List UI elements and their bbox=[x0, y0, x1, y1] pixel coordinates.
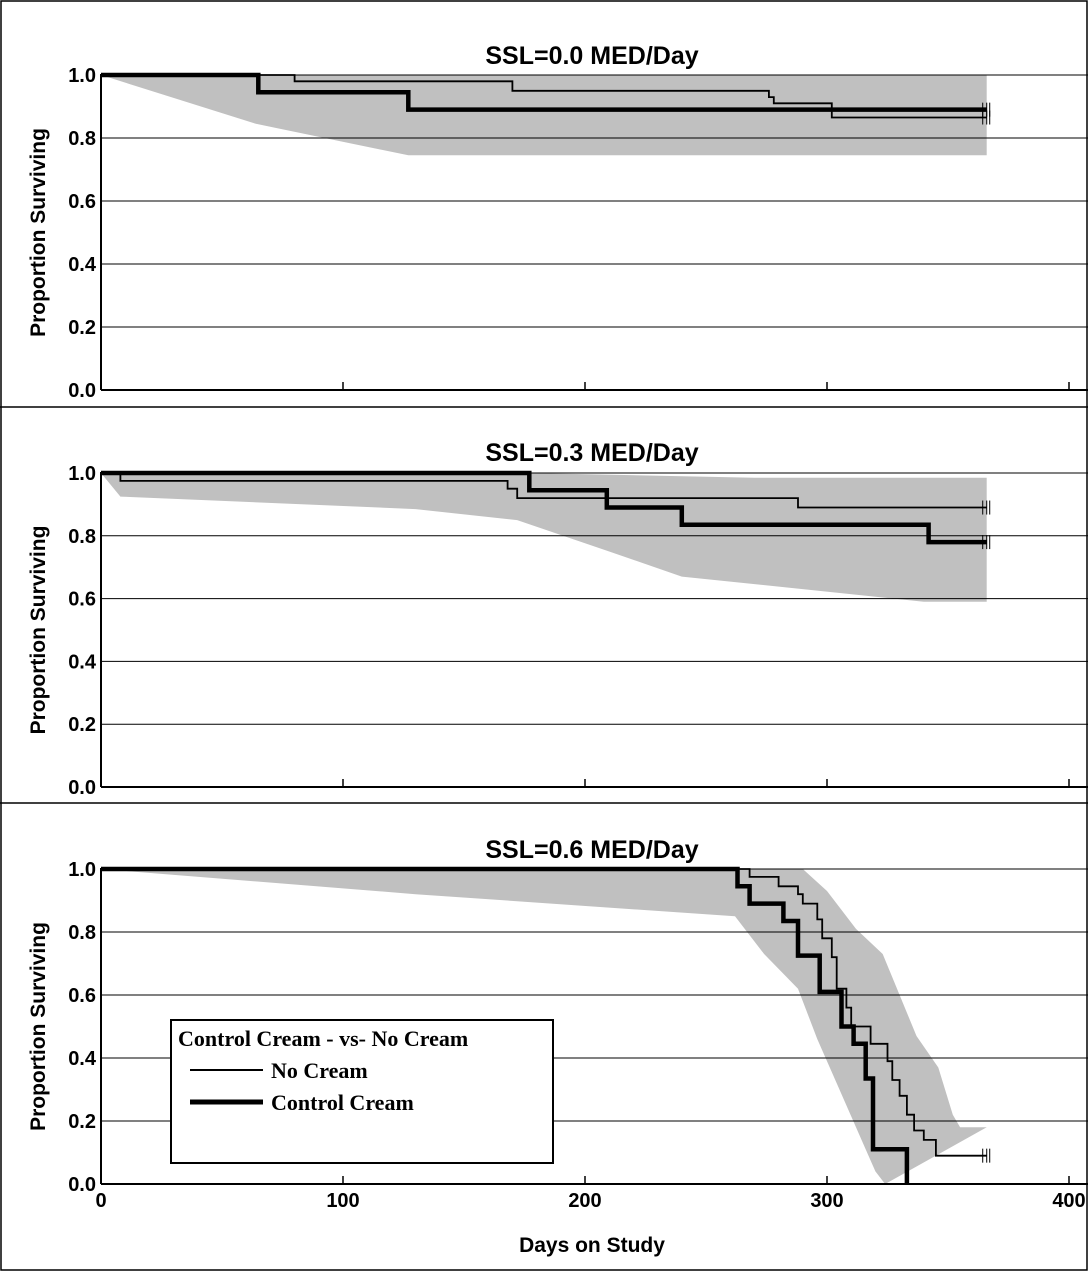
y-tick-label: 1.0 bbox=[68, 65, 96, 87]
y-tick-label: 0.4 bbox=[68, 1048, 97, 1070]
y-tick-label: 0.6 bbox=[68, 985, 96, 1007]
y-tick-label: 0.6 bbox=[68, 191, 96, 213]
legend: Control Cream - vs- No Cream No Cream Co… bbox=[170, 1019, 554, 1164]
y-tick-label: 0.8 bbox=[68, 922, 96, 944]
panel-title: SSL=0.3 MED/Day bbox=[485, 439, 698, 467]
series-line-no-cream bbox=[101, 868, 987, 1157]
y-tick-label: 1.0 bbox=[68, 859, 96, 881]
x-tick-label: 300 bbox=[810, 1190, 843, 1212]
series-line-control-cream bbox=[101, 470, 987, 545]
y-tick-label: 0.2 bbox=[68, 1111, 96, 1133]
y-tick-label: 0.2 bbox=[68, 317, 96, 339]
y-tick-label: 0.8 bbox=[68, 526, 96, 548]
y-tick-label: 0.4 bbox=[68, 651, 97, 673]
panel-title: SSL=0.0 MED/Day bbox=[485, 42, 698, 70]
legend-box bbox=[170, 1019, 554, 1164]
confidence-band bbox=[101, 75, 987, 156]
y-tick-label: 0.0 bbox=[68, 777, 96, 799]
x-tick-label: 100 bbox=[326, 1190, 359, 1212]
y-tick-label: 0.2 bbox=[68, 714, 96, 736]
panel-title: SSL=0.6 MED/Day bbox=[485, 836, 698, 864]
legend-title: Control Cream - vs- No Cream bbox=[178, 1026, 468, 1051]
panel-ssl-0-6: SSL=0.6 MED/Day 0.0 0.2 0.4 0.6 0.8 1.0 Proport… bbox=[27, 836, 1088, 1196]
confidence-band bbox=[101, 869, 987, 1184]
y-tick-label: 0.8 bbox=[68, 128, 96, 150]
confidence-band bbox=[101, 473, 987, 602]
y-axis-label: Proportion Surviving bbox=[27, 128, 50, 337]
x-tick-label: 200 bbox=[568, 1190, 601, 1212]
series-line-no-cream bbox=[101, 472, 987, 509]
y-tick-label: 0.6 bbox=[68, 589, 96, 611]
series-line-control-cream bbox=[101, 866, 910, 1184]
y-tick-label: 0.4 bbox=[68, 254, 97, 276]
legend-label-control-cream: Control Cream bbox=[271, 1090, 414, 1115]
y-tick-label: 0.0 bbox=[68, 380, 96, 402]
y-tick-label: 0.0 bbox=[68, 1174, 96, 1196]
y-axis-label: Proportion Surviving bbox=[27, 526, 50, 735]
y-tick-label: 1.0 bbox=[68, 463, 96, 485]
series-line-control-cream bbox=[101, 72, 987, 112]
panel-ssl-0-3: SSL=0.3 MED/Day 0.0 0.2 0.4 0.6 0.8 1.0 Proport… bbox=[27, 439, 1088, 799]
x-tick-labels: 0 100 200 300 400 bbox=[95, 1190, 1085, 1212]
x-tick-label: 0 bbox=[95, 1190, 106, 1212]
panel-ssl-0-0: SSL=0.0 MED/Day 0.0 0.2 0.4 0.6 0.8 1.0 Proport… bbox=[27, 42, 1088, 402]
legend-label-no-cream: No Cream bbox=[271, 1058, 368, 1083]
y-axis-label: Proportion Surviving bbox=[27, 922, 50, 1131]
x-tick-label: 400 bbox=[1052, 1190, 1085, 1212]
series-line-no-cream bbox=[101, 74, 987, 119]
x-axis-label: Days on Study bbox=[519, 1234, 665, 1257]
